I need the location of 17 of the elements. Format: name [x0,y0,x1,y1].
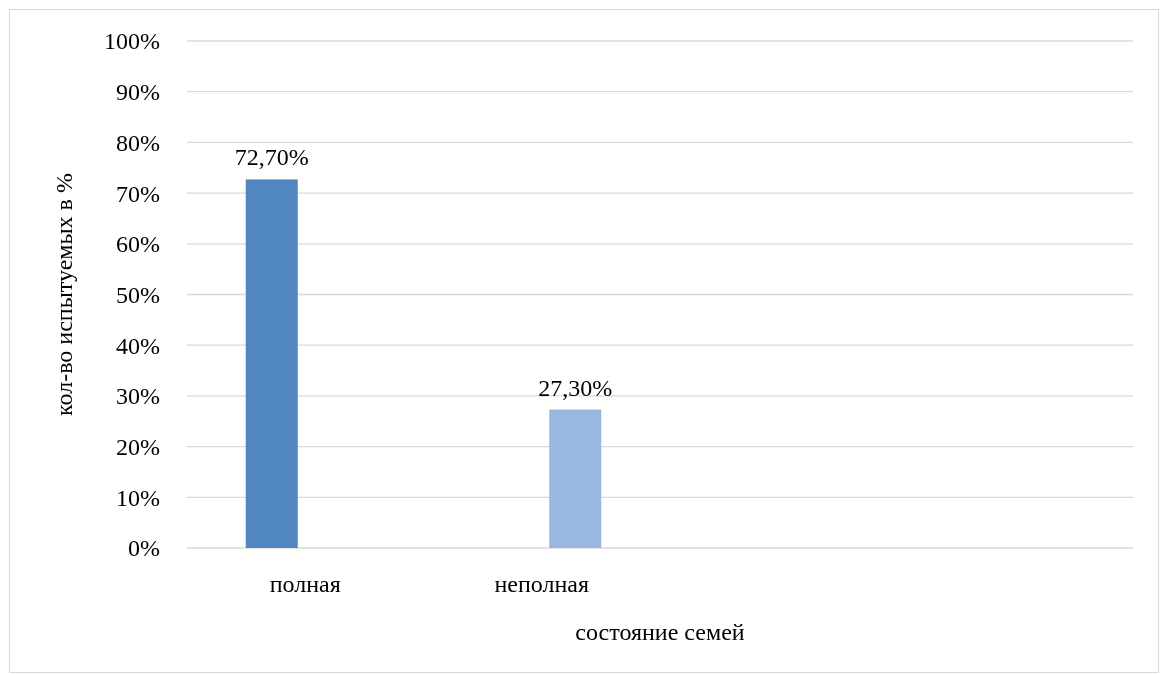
data-label: 27,30% [538,374,613,401]
data-label: 72,70% [234,144,309,171]
x-axis-title: состояние семей [575,619,745,645]
y-tick-label: 10% [116,484,160,511]
y-tick-label: 50% [116,281,160,308]
y-tick-label: 100% [104,28,160,55]
y-axis-title: кол-во испытуемых в % [51,173,77,416]
y-tick-label: 20% [116,434,160,460]
y-tick-label: 70% [116,180,160,207]
y-tick-label: 40% [116,332,160,359]
x-tick-label: полная [269,571,341,597]
y-tick-label: 60% [116,231,160,258]
y-tick-label: 90% [116,79,160,106]
y-tick-label: 0% [128,535,160,562]
y-tick-label: 80% [116,129,160,156]
y-tick-label: 30% [116,383,160,410]
x-tick-label: неполная [494,571,590,597]
